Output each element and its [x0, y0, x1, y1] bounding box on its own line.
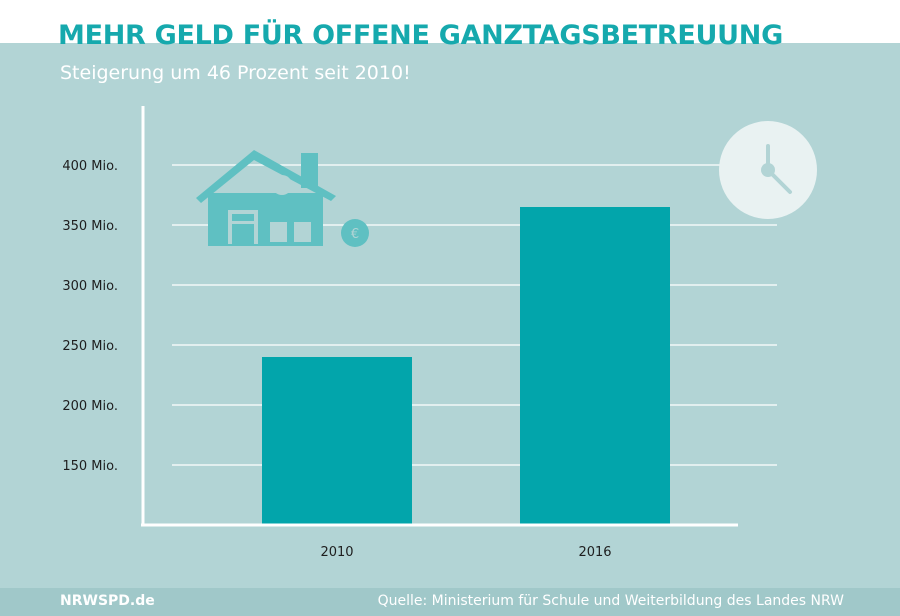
- x-axis-labels: 2010 2016: [320, 545, 611, 560]
- svg-text:€: €: [351, 227, 359, 242]
- y-tick-label: 150 Mio.: [62, 459, 118, 474]
- y-tick-label: 200 Mio.: [62, 399, 118, 414]
- x-tick-label: 2010: [320, 545, 353, 560]
- clock-icon: [719, 121, 817, 219]
- y-tick-label: 250 Mio.: [62, 339, 118, 354]
- bar-2010: [262, 357, 412, 525]
- footer: NRWSPD.de Quelle: Ministerium für Schule…: [0, 588, 900, 616]
- y-axis-ticks: 150 Mio. 200 Mio. 250 Mio. 300 Mio. 350 Mio.…: [62, 159, 118, 474]
- bar-2016: [520, 207, 670, 525]
- x-tick-label: 2016: [578, 545, 611, 560]
- footer-source-label: Quelle: Ministerium für Schule und Weite…: [377, 593, 844, 609]
- y-tick-label: 350 Mio.: [62, 219, 118, 234]
- y-tick-label: 400 Mio.: [62, 159, 118, 174]
- footer-site-label: NRWSPD.de: [60, 593, 155, 609]
- y-tick-label: 300 Mio.: [62, 279, 118, 294]
- page-title: MEHR GELD FÜR OFFENE GANZTAGSBETREUUNG: [58, 20, 783, 51]
- bar-chart: 150 Mio. 200 Mio. 250 Mio. 300 Mio. 350 Mio.…: [62, 106, 817, 560]
- house-icon: [196, 150, 336, 246]
- page-subtitle: Steigerung um 46 Prozent seit 2010!: [60, 62, 411, 84]
- header-strip: [0, 0, 900, 43]
- euro-coin-icon: €: [341, 219, 369, 247]
- bars: [262, 207, 670, 525]
